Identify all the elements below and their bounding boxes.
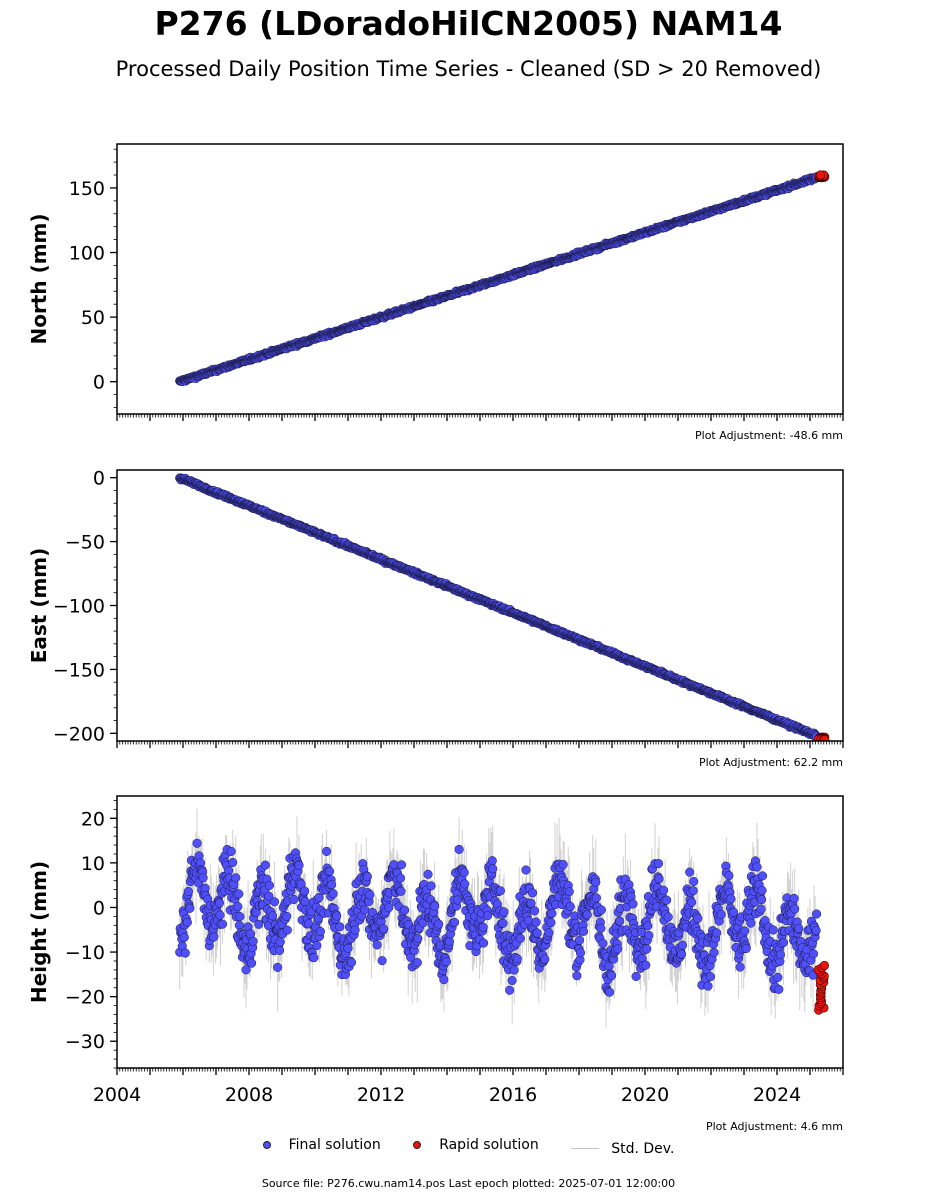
plot-adjustment-note: Plot Adjustment: -48.6 mm xyxy=(695,429,843,442)
x-ticks xyxy=(116,414,844,421)
y-tick-label: −200 xyxy=(53,723,105,745)
y-tick-label: 0 xyxy=(93,372,105,394)
y-tick-label: −150 xyxy=(53,659,105,681)
plot-area-0 xyxy=(175,170,830,387)
plot-adjustment-note: Plot Adjustment: 62.2 mm xyxy=(699,756,843,769)
y-ticks xyxy=(110,477,117,734)
final-points xyxy=(175,172,822,387)
x-ticks xyxy=(116,741,844,748)
y-tick-label: −100 xyxy=(53,596,105,618)
final-points xyxy=(175,473,822,741)
data-point-rapid xyxy=(815,170,826,180)
plot-area-1 xyxy=(175,473,830,741)
y-ticks xyxy=(110,148,117,408)
y-tick-label: 150 xyxy=(69,178,105,200)
y-tick-label: 0 xyxy=(93,468,105,490)
axes-frame xyxy=(116,143,844,415)
y-tick-label: 100 xyxy=(69,243,105,265)
data-point-rapid xyxy=(820,735,830,741)
chart-subtitle: Processed Daily Position Time Series - C… xyxy=(115,57,822,81)
y-axis-label: East (mm) xyxy=(27,548,51,664)
rapid-points xyxy=(814,170,830,183)
rapid-points xyxy=(813,732,830,741)
y-tick-label: −50 xyxy=(65,532,105,554)
chart-title: P276 (LDoradoHilCN2005) NAM14 xyxy=(154,4,783,43)
plot-area-2 xyxy=(175,808,829,1028)
y-axis-label: North (mm) xyxy=(27,213,51,344)
y-tick-label: 50 xyxy=(81,307,105,329)
